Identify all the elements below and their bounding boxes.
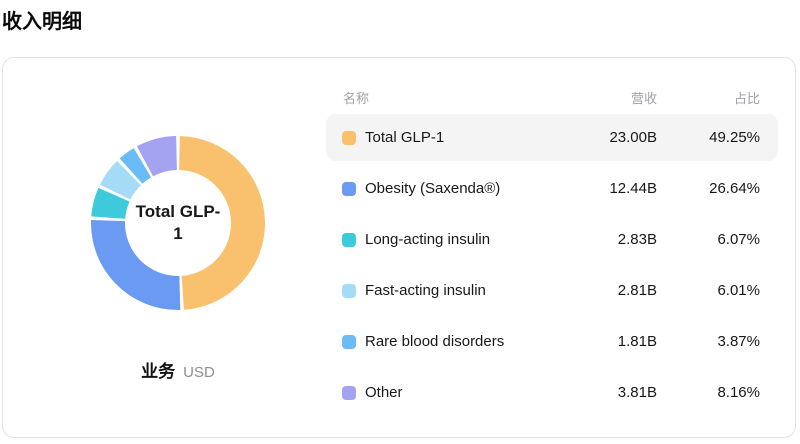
header-share: 占比: [733, 90, 760, 106]
header-name: 名称: [343, 90, 370, 106]
table-body: Total GLP-1 23.00B 49.25% Obesity (Saxen…: [326, 114, 778, 416]
row-revenue: 12.44B: [609, 180, 657, 197]
donut-svg: [90, 136, 266, 310]
donut-segment[interactable]: [136, 136, 177, 177]
table-row[interactable]: Total GLP-1 23.00B 49.25%: [326, 114, 778, 161]
breakdown-table: 名称 营收 占比 Total GLP-1 23.00B 49.25% Obesi…: [326, 89, 778, 420]
series-color-swatch: [342, 130, 356, 145]
table-row[interactable]: Obesity (Saxenda®) 12.44B 26.64%: [326, 165, 778, 212]
chart-unit-label: USD: [183, 364, 215, 381]
donut-segment[interactable]: [99, 160, 141, 200]
row-name: Rare blood disorders: [365, 333, 505, 350]
series-color-swatch: [342, 334, 356, 349]
row-share: 8.16%: [717, 384, 760, 401]
series-color-swatch: [342, 283, 356, 298]
row-name: Long-acting insulin: [365, 231, 491, 248]
table-header-row: 名称 营收 占比: [326, 89, 778, 106]
series-color-swatch: [342, 181, 356, 196]
header-revenue: 营收: [630, 90, 657, 106]
row-name: Obesity (Saxenda®): [365, 180, 501, 197]
row-revenue: 2.81B: [617, 282, 657, 299]
row-revenue: 23.00B: [609, 129, 657, 146]
revenue-breakdown-card: Total GLP- 1 业务 USD 名称 营收 占比 Total GLP-1…: [2, 57, 796, 438]
row-share: 6.01%: [717, 282, 760, 299]
donut-chart: Total GLP- 1: [90, 135, 266, 311]
donut-segment[interactable]: [179, 136, 266, 310]
row-share: 3.87%: [717, 333, 760, 350]
table-row[interactable]: Fast-acting insulin 2.81B 6.01%: [326, 267, 778, 314]
chart-axis-label: 业务: [141, 362, 176, 381]
row-name: Fast-acting insulin: [365, 282, 486, 299]
series-color-swatch: [342, 232, 356, 247]
chart-caption: 业务 USD: [90, 357, 266, 382]
page-title: 收入明细: [2, 11, 82, 33]
row-revenue: 1.81B: [617, 333, 657, 350]
row-revenue: 3.81B: [617, 384, 657, 401]
table-row[interactable]: Long-acting insulin 2.83B 6.07%: [326, 216, 778, 263]
row-name: Other: [365, 384, 403, 401]
donut-segment[interactable]: [91, 187, 130, 219]
row-share: 6.07%: [717, 231, 760, 248]
row-name: Total GLP-1: [365, 129, 445, 146]
series-color-swatch: [342, 385, 356, 400]
donut-segment[interactable]: [90, 219, 181, 310]
row-revenue: 2.83B: [617, 231, 657, 248]
row-share: 26.64%: [709, 180, 760, 197]
donut-segment[interactable]: [119, 148, 152, 184]
table-row[interactable]: Other 3.81B 8.16%: [326, 369, 778, 416]
row-share: 49.25%: [709, 129, 760, 146]
table-row[interactable]: Rare blood disorders 1.81B 3.87%: [326, 318, 778, 365]
